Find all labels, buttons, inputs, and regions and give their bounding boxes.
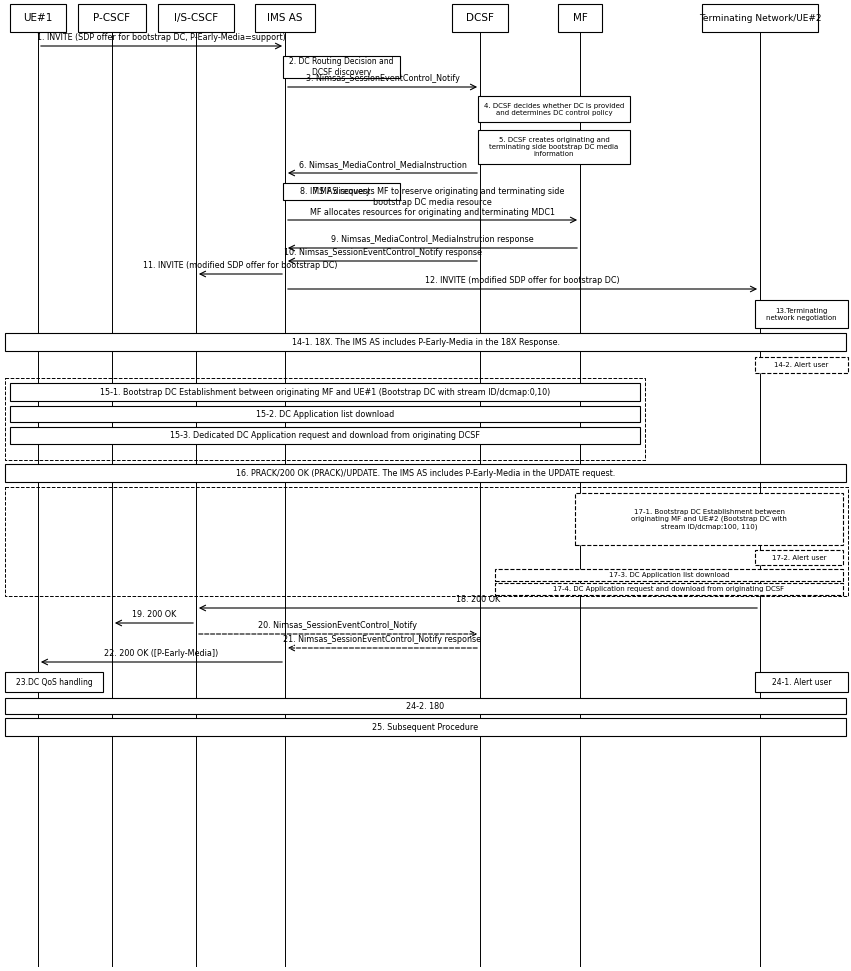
FancyBboxPatch shape: [283, 56, 400, 78]
Text: 5. DCSF creates originating and
terminating side bootstrap DC media
information: 5. DCSF creates originating and terminat…: [489, 137, 619, 157]
FancyBboxPatch shape: [755, 300, 848, 328]
FancyBboxPatch shape: [10, 406, 640, 422]
Text: 25. Subsequent Procedure: 25. Subsequent Procedure: [373, 722, 478, 731]
FancyBboxPatch shape: [5, 672, 103, 692]
FancyBboxPatch shape: [5, 698, 846, 714]
FancyBboxPatch shape: [452, 4, 508, 32]
Text: 21. Nimsas_SessionEventControl_Notify response: 21. Nimsas_SessionEventControl_Notify re…: [283, 635, 482, 644]
Text: MF: MF: [573, 13, 587, 23]
Text: Terminating Network/UE#2: Terminating Network/UE#2: [699, 14, 821, 22]
FancyBboxPatch shape: [10, 383, 640, 401]
Text: 9. Nimsas_MediaControl_MediaInstrution response: 9. Nimsas_MediaControl_MediaInstrution r…: [331, 235, 534, 244]
Text: P-CSCF: P-CSCF: [94, 13, 130, 23]
FancyBboxPatch shape: [10, 4, 66, 32]
FancyBboxPatch shape: [255, 4, 315, 32]
Text: 2. DC Routing Decision and
DCSF discovery: 2. DC Routing Decision and DCSF discover…: [289, 57, 394, 77]
FancyBboxPatch shape: [5, 464, 846, 482]
FancyBboxPatch shape: [755, 357, 848, 373]
Text: 17-4. DC Application request and download from originating DCSF: 17-4. DC Application request and downloa…: [553, 586, 785, 592]
Text: 14-1. 18X. The IMS AS includes P-Early-Media in the 18X Response.: 14-1. 18X. The IMS AS includes P-Early-M…: [292, 338, 559, 347]
FancyBboxPatch shape: [10, 427, 640, 444]
Text: 8. IMS AS requests MF to reserve originating and terminating side
bootstrap DC m: 8. IMS AS requests MF to reserve origina…: [300, 187, 565, 217]
Text: 14-2. Alert user: 14-2. Alert user: [774, 362, 829, 368]
FancyBboxPatch shape: [755, 550, 843, 565]
Text: 20. Nimsas_SessionEventControl_Notify: 20. Nimsas_SessionEventControl_Notify: [259, 621, 418, 630]
Text: 16. PRACK/200 OK (PRACK)/UPDATE. The IMS AS includes P-Early-Media in the UPDATE: 16. PRACK/200 OK (PRACK)/UPDATE. The IMS…: [236, 468, 615, 478]
FancyBboxPatch shape: [575, 493, 843, 545]
FancyBboxPatch shape: [5, 333, 846, 351]
Text: 1. INVITE (SDP offer for bootstrap DC, P-Early-Media=support): 1. INVITE (SDP offer for bootstrap DC, P…: [37, 33, 286, 42]
Text: 23.DC QoS handling: 23.DC QoS handling: [15, 678, 93, 686]
FancyBboxPatch shape: [558, 4, 602, 32]
Text: 17-1. Bootstrap DC Establishment between
originating MF and UE#2 (Bootstrap DC w: 17-1. Bootstrap DC Establishment between…: [631, 509, 787, 529]
Text: 11. INVITE (modified SDP offer for bootstrap DC): 11. INVITE (modified SDP offer for boots…: [143, 261, 338, 270]
Text: 19. 200 OK: 19. 200 OK: [132, 610, 176, 619]
Text: 4. DCSF decides whether DC is provided
and determines DC control policy: 4. DCSF decides whether DC is provided a…: [484, 103, 624, 116]
Text: 12. INVITE (modified SDP offer for bootstrap DC): 12. INVITE (modified SDP offer for boots…: [426, 276, 620, 285]
Text: 15-1. Bootstrap DC Establishment between originating MF and UE#1 (Bootstrap DC w: 15-1. Bootstrap DC Establishment between…: [100, 387, 550, 396]
FancyBboxPatch shape: [495, 569, 843, 581]
Text: I/S-CSCF: I/S-CSCF: [174, 13, 218, 23]
Text: 3. Nimsas_SessionEventControl_Notify: 3. Nimsas_SessionEventControl_Notify: [306, 74, 460, 83]
FancyBboxPatch shape: [495, 583, 843, 595]
FancyBboxPatch shape: [78, 4, 146, 32]
Text: IMS AS: IMS AS: [267, 13, 303, 23]
Text: 24-2. 180: 24-2. 180: [407, 701, 444, 711]
Text: 17-3. DC Application list download: 17-3. DC Application list download: [608, 572, 729, 578]
FancyBboxPatch shape: [283, 183, 400, 200]
FancyBboxPatch shape: [5, 718, 846, 736]
FancyBboxPatch shape: [702, 4, 818, 32]
Text: 24-1. Alert user: 24-1. Alert user: [772, 678, 831, 686]
Text: 13.Terminating
network negotiation: 13.Terminating network negotiation: [766, 308, 837, 320]
Text: 7.MF discovery: 7.MF discovery: [313, 187, 370, 196]
Text: 15-3. Dedicated DC Application request and download from originating DCSF: 15-3. Dedicated DC Application request a…: [170, 431, 480, 440]
Text: 15-2. DC Application list download: 15-2. DC Application list download: [256, 410, 394, 419]
FancyBboxPatch shape: [478, 130, 630, 164]
Text: 10. Nimsas_SessionEventControl_Notify response: 10. Nimsas_SessionEventControl_Notify re…: [283, 248, 482, 257]
Text: 18. 200 OK: 18. 200 OK: [456, 595, 500, 604]
Text: 6. Nimsas_MediaControl_MediaInstruction: 6. Nimsas_MediaControl_MediaInstruction: [299, 160, 466, 169]
FancyBboxPatch shape: [478, 96, 630, 122]
Text: DCSF: DCSF: [466, 13, 494, 23]
Text: 22. 200 OK ([P-Early-Media]): 22. 200 OK ([P-Early-Media]): [105, 649, 219, 658]
Text: UE#1: UE#1: [23, 13, 53, 23]
FancyBboxPatch shape: [158, 4, 234, 32]
Text: 17-2. Alert user: 17-2. Alert user: [772, 554, 826, 560]
FancyBboxPatch shape: [755, 672, 848, 692]
